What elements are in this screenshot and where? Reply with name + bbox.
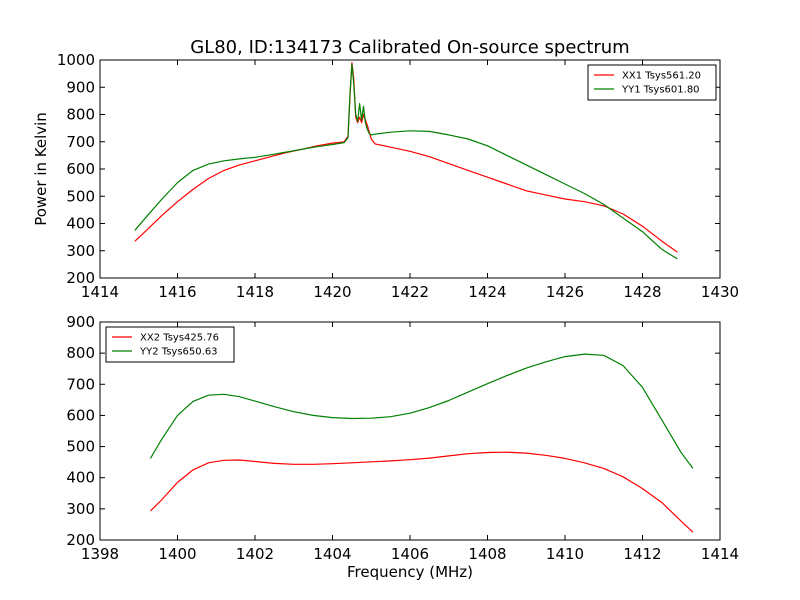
- x-tick-label: 1424: [468, 283, 506, 301]
- x-tick-label: 1404: [313, 545, 351, 563]
- y-tick-label: 700: [66, 375, 95, 393]
- legend: XX2 Tsys425.76 YY2 Tsys650.63: [105, 326, 235, 363]
- legend-entry: XX2 Tsys425.76: [140, 333, 219, 344]
- x-tick-label: 1430: [701, 283, 739, 301]
- x-tick-label: 1402: [236, 545, 274, 563]
- legend: XX1 Tsys561.20 YY1 Tsys601.80: [587, 64, 717, 101]
- x-axis-label: Frequency (MHz): [347, 563, 473, 581]
- x-tick-label: 1398: [81, 545, 119, 563]
- upper-plot-xx1-yy1: 1414 1416 1418 1420 1422 1424 1426 1428 1430 200 3…: [32, 51, 739, 301]
- lower-plot-xx2-yy2: 1398 1400 1402 1404 1406 1408 1410 1412 1414 200 3…: [66, 313, 739, 581]
- y-tick-label: 800: [66, 344, 95, 362]
- x-tick-label: 1420: [313, 283, 351, 301]
- y-tick-label: 900: [66, 313, 95, 331]
- y-tick-label: 500: [66, 187, 95, 205]
- legend-box: [587, 64, 717, 101]
- y-tick-label: 400: [66, 215, 95, 233]
- series-line-xx1: [134, 62, 678, 253]
- x-tick-label: 1400: [158, 545, 196, 563]
- y-tick-label: 300: [66, 500, 95, 518]
- y-tick-label: 600: [66, 160, 95, 178]
- y-tick-label: 700: [66, 133, 95, 151]
- x-tick-label: 1406: [391, 545, 429, 563]
- y-tick-label: 900: [66, 78, 95, 96]
- figure-title: GL80, ID:134173 Calibrated On-source spe…: [190, 37, 629, 58]
- series-line-yy1: [134, 63, 678, 260]
- x-tick-label: 1412: [623, 545, 661, 563]
- series-line-yy2: [149, 353, 694, 469]
- y-tick-label: 1000: [57, 51, 95, 69]
- legend-entry: XX1 Tsys561.20: [622, 71, 701, 82]
- x-tick-label: 1410: [546, 545, 584, 563]
- x-tick-label: 1414: [81, 283, 119, 301]
- x-tick-label: 1426: [546, 283, 584, 301]
- x-tick-label: 1418: [236, 283, 274, 301]
- y-tick-label: 200: [66, 269, 95, 287]
- x-tick-label: 1408: [468, 545, 506, 563]
- x-tick-label: 1422: [391, 283, 429, 301]
- series-line-xx2: [149, 451, 694, 533]
- legend-entry: YY2 Tsys650.63: [139, 347, 218, 358]
- legend-box: [105, 326, 235, 363]
- y-tick-label: 600: [66, 406, 95, 424]
- legend-entry: YY1 Tsys601.80: [621, 85, 700, 96]
- y-tick-label: 800: [66, 106, 95, 124]
- x-tick-label: 1414: [701, 545, 739, 563]
- y-tick-label: 400: [66, 469, 95, 487]
- x-tick-label: 1428: [623, 283, 661, 301]
- y-tick-label: 500: [66, 438, 95, 456]
- y-tick-label: 300: [66, 242, 95, 260]
- y-axis-label: Power in Kelvin: [32, 112, 50, 226]
- y-tick-label: 200: [66, 531, 95, 549]
- x-tick-label: 1416: [158, 283, 196, 301]
